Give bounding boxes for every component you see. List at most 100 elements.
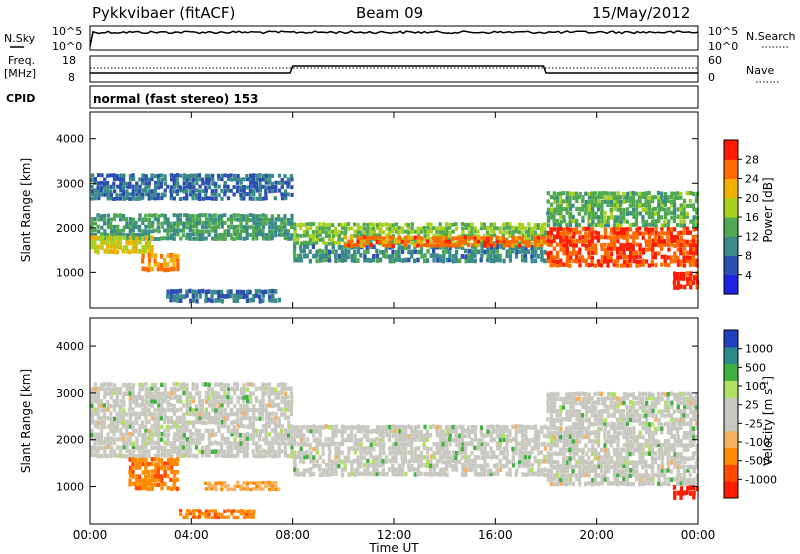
heatmap-cell xyxy=(629,211,633,216)
heatmap-cell xyxy=(425,429,429,434)
heatmap-cell xyxy=(93,436,97,442)
heatmap-cell xyxy=(195,236,199,241)
heatmap-cell xyxy=(138,403,142,408)
heatmap-cell xyxy=(236,185,240,190)
heatmap-cell xyxy=(324,244,328,250)
heatmap-cell xyxy=(565,482,569,487)
heatmap-cell xyxy=(536,429,540,434)
heatmap-cell xyxy=(115,232,119,237)
heatmap-cell xyxy=(194,404,198,409)
heatmap-cell xyxy=(141,254,145,259)
heatmap-cell xyxy=(641,408,645,413)
heatmap-cell xyxy=(501,236,506,241)
heatmap-cell xyxy=(138,428,142,433)
heatmap-cell xyxy=(270,214,274,219)
heatmap-cell xyxy=(527,424,531,430)
heatmap-cell xyxy=(679,219,683,224)
heatmap-cell xyxy=(229,441,233,446)
colorbar-swatch xyxy=(724,217,738,237)
heatmap-cell xyxy=(672,280,676,285)
heatmap-cell xyxy=(569,473,573,478)
heatmap-cell xyxy=(502,455,506,460)
heatmap-cell xyxy=(211,181,215,186)
heatmap-cell xyxy=(365,450,370,456)
heatmap-cell xyxy=(201,232,205,237)
heatmap-cell xyxy=(261,217,265,222)
heatmap-cell xyxy=(556,191,560,197)
heatmap-cell xyxy=(311,241,316,246)
heatmap-cell xyxy=(210,293,214,298)
heatmap-cell xyxy=(169,293,173,298)
heatmap-cell xyxy=(495,235,500,240)
heatmap-cell xyxy=(416,454,420,459)
heatmap-cell xyxy=(178,213,182,218)
heatmap-cell xyxy=(644,239,648,244)
heatmap-cell xyxy=(144,482,148,487)
heatmap-cell xyxy=(356,258,360,263)
heatmap-cell xyxy=(331,238,335,242)
heatmap-cell xyxy=(102,424,107,429)
heatmap-cell xyxy=(619,219,623,224)
heatmap-cell xyxy=(96,213,100,218)
heatmap-cell xyxy=(654,400,658,405)
heatmap-cell xyxy=(261,224,266,229)
heatmap-cell xyxy=(676,214,680,219)
heatmap-cell xyxy=(327,459,332,464)
heatmap-cell xyxy=(99,235,104,241)
heatmap-cell xyxy=(572,231,576,236)
heatmap-cell xyxy=(616,425,620,430)
heatmap-cell xyxy=(131,184,135,189)
heatmap-cell xyxy=(251,449,255,454)
heatmap-cell xyxy=(641,477,645,482)
heatmap-cell xyxy=(305,222,310,227)
colorbar-swatch xyxy=(724,140,738,160)
heatmap-cell xyxy=(413,429,417,434)
heatmap-cell xyxy=(672,219,676,224)
heatmap-cell xyxy=(217,294,221,299)
heatmap-cell xyxy=(628,392,633,398)
heatmap-cell xyxy=(502,230,506,235)
heatmap-cell xyxy=(200,399,205,404)
heatmap-cell xyxy=(283,391,288,396)
heatmap-cell xyxy=(106,239,110,245)
heatmap-cell xyxy=(549,434,553,440)
heatmap-cell xyxy=(264,453,268,458)
heatmap-cell xyxy=(220,217,224,222)
heatmap-cell xyxy=(257,294,262,300)
heatmap-cell xyxy=(382,442,386,447)
heatmap-cell xyxy=(235,429,240,434)
heatmap-cell xyxy=(654,417,658,422)
heatmap-cell xyxy=(496,471,500,476)
heatmap-cell xyxy=(119,449,123,454)
heatmap-cell xyxy=(195,214,199,218)
heatmap-cell xyxy=(106,424,111,429)
heatmap-cell xyxy=(153,196,157,201)
heatmap-cell xyxy=(382,236,386,241)
heatmap-cell xyxy=(577,250,582,255)
heatmap-cell xyxy=(144,395,148,400)
heatmap-cell xyxy=(216,424,221,430)
heatmap-cell xyxy=(283,382,287,387)
heatmap-cell xyxy=(258,289,262,294)
heatmap-cell xyxy=(594,246,598,252)
heatmap-cell xyxy=(463,450,467,455)
heatmap-cell xyxy=(647,230,651,235)
heatmap-cell xyxy=(150,173,154,178)
heatmap-cell xyxy=(315,237,320,242)
heatmap-cell xyxy=(444,233,449,238)
heatmap-cell xyxy=(337,241,341,246)
heatmap-cell xyxy=(318,429,322,434)
heatmap-cell xyxy=(622,195,627,200)
heatmap-cell xyxy=(682,243,686,248)
heatmap-cell xyxy=(135,236,139,242)
heatmap-cell xyxy=(318,424,323,430)
heatmap-cell xyxy=(258,225,262,230)
heatmap-cell xyxy=(223,481,227,485)
heatmap-cell xyxy=(682,223,686,228)
heatmap-cell xyxy=(255,214,259,219)
heatmap-cell xyxy=(657,400,661,405)
heatmap-cell xyxy=(239,196,243,201)
heatmap-cell xyxy=(575,259,579,264)
heatmap-cell xyxy=(337,229,341,234)
heatmap-cell xyxy=(118,387,123,392)
